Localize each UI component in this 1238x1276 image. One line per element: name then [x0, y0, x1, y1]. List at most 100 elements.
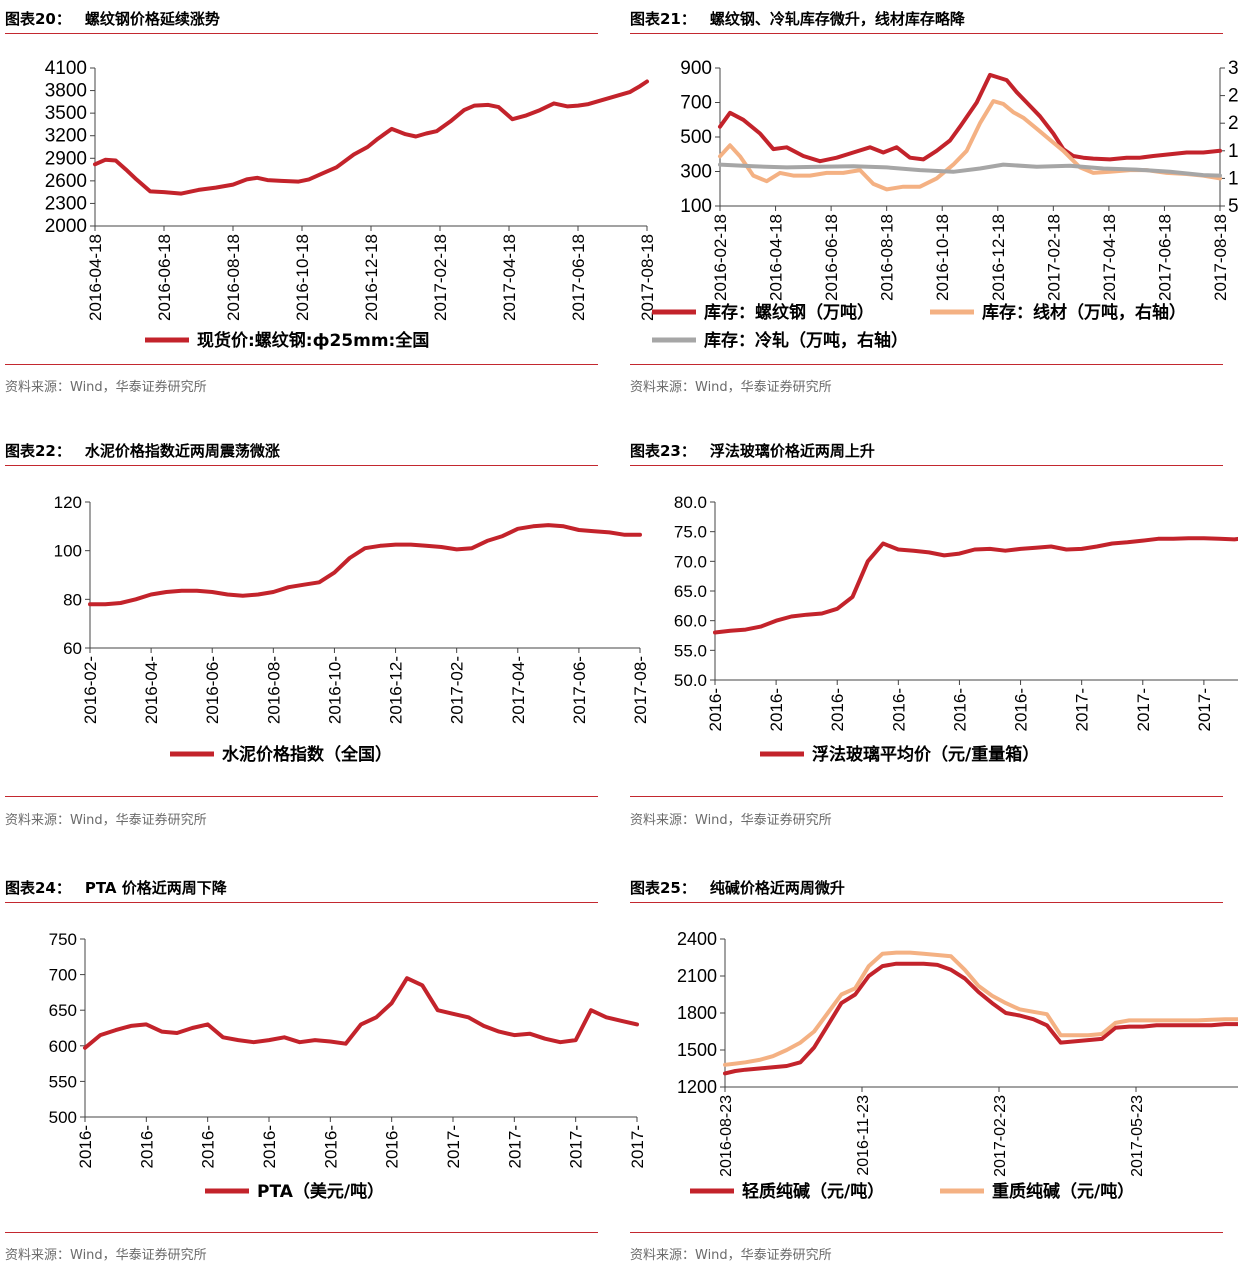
x-tick-label: 2017- — [1073, 688, 1092, 731]
y2-tick-label: 300 — [1228, 58, 1238, 79]
legend-label: 浮法玻璃平均价（元/重量箱） — [812, 744, 1039, 765]
x-tick-label: 2017-06-18 — [569, 234, 588, 321]
x-tick-label: 2017-04-18 — [1100, 214, 1119, 301]
y-tick-label: 75.0 — [674, 523, 707, 542]
y-tick-label: 750 — [49, 930, 77, 949]
series-line-0 — [713, 536, 1238, 635]
x-tick-label: 2016-12- — [387, 656, 406, 724]
x-tick-label: 2016-02-18 — [711, 214, 730, 301]
y-tick-label: 80 — [63, 590, 82, 609]
series-line-1 — [718, 99, 1222, 192]
chart-panel-24: 图表24： PTA 价格近两周下降 750 700 650 600 550 500 2016-… — [5, 877, 647, 1267]
y-tick-label: 500 — [49, 1108, 77, 1127]
source-note: 资料来源：Wind，华泰证券研究所 — [630, 1248, 832, 1263]
title-divider — [5, 902, 598, 903]
x-tick-label: 2017-04- — [509, 656, 528, 724]
x-tick-label: 2017-02-18 — [1044, 214, 1063, 301]
y-tick-label: 120 — [54, 493, 82, 512]
source-note: 资料来源：Wind，华泰证券研究所 — [5, 1248, 207, 1263]
source-divider — [630, 796, 1223, 797]
x-tick-label: 2016-06- — [203, 656, 222, 724]
x-tick-label: 2016-06-18 — [155, 234, 174, 321]
chart-title: 图表24： PTA 价格近两周下降 — [5, 879, 227, 897]
x-tick-label: 2016- — [321, 1125, 340, 1168]
source-note: 资料来源：Wind，华泰证券研究所 — [630, 813, 832, 828]
y-tick-label: 60.0 — [674, 612, 707, 631]
series-line-0 — [83, 976, 639, 1050]
x-tick-label: 2016- — [1012, 688, 1031, 731]
x-tick-label: 2016-12-18 — [362, 234, 381, 321]
x-tick-label: 2016-02- — [81, 656, 100, 724]
x-tick-label: 2017- — [505, 1125, 524, 1168]
chart-title: 图表23： 浮法玻璃价格近两周上升 — [630, 442, 875, 460]
y-tick-label: 2400 — [677, 929, 717, 949]
y-tick-label: 2600 — [45, 171, 87, 192]
legend-label: 库存：冷轧（万吨，右轴） — [704, 330, 908, 351]
legend-label: 现货价:螺纹钢:ф25mm:全国 — [197, 330, 429, 351]
x-tick-label: 2016- — [260, 1125, 279, 1168]
source-divider — [5, 796, 598, 797]
x-tick-label: 2017- — [628, 1125, 647, 1168]
x-tick-label: 2016-06-18 — [822, 214, 841, 301]
x-tick-label: 2017- — [567, 1125, 586, 1168]
x-tick-label: 2017-06-18 — [1155, 214, 1174, 301]
chart-panel-21: 图表21：螺纹钢、冷轧库存微升，线材库存略降 900 700 500 300 100 30… — [630, 8, 1238, 395]
x-tick-label: 2016- — [137, 1125, 156, 1168]
y-tick-label: 300 — [680, 162, 712, 183]
source-divider — [5, 364, 598, 365]
legend: PTA（美元/吨） — [205, 1181, 384, 1202]
x-tick-label: 2016-04-18 — [767, 214, 786, 301]
title-divider — [630, 902, 1223, 903]
y-tick-label: 3200 — [45, 126, 87, 147]
y-tick-label: 80.0 — [674, 493, 707, 512]
x-tick-label: 2016- — [383, 1125, 402, 1168]
x-tick-label: 2016-04- — [142, 656, 161, 724]
y-tick-label: 2300 — [45, 193, 87, 214]
y2-tick-label: 250 — [1228, 86, 1238, 107]
y-tick-label: 100 — [680, 196, 712, 217]
x-tick-label: 2017-02-23 — [992, 1095, 1009, 1177]
x-tick-label: 2016-12-18 — [989, 214, 1008, 301]
legend-label: 重质纯碱（元/吨） — [992, 1181, 1134, 1202]
chart-title: 图表20： 螺纹钢价格延续涨势 — [5, 10, 220, 28]
source-divider — [5, 1232, 598, 1233]
x-tick-label: 2016-10-18 — [933, 214, 952, 301]
x-tick-label: 2016-08-18 — [224, 234, 243, 321]
x-tick-label: 2016- — [767, 688, 786, 731]
x-tick-label: 2016-10-18 — [293, 234, 312, 321]
series-line-1 — [723, 950, 1238, 1067]
x-tick-label: 2017-02-18 — [431, 234, 450, 321]
series-line-0 — [718, 72, 1222, 164]
series-line-0 — [88, 523, 642, 607]
y-tick-label: 2000 — [45, 216, 87, 237]
source-note: 资料来源：Wind，华泰证券研究所 — [5, 380, 207, 395]
y-tick-label: 1200 — [677, 1077, 717, 1097]
x-tick-label: 2016- — [950, 688, 969, 731]
y-tick-label: 100 — [54, 542, 82, 561]
title-divider — [630, 465, 1223, 466]
chart-panel-22: 图表22： 水泥价格指数近两周震荡微涨 120 100 80 60 2016-02- 201… — [5, 440, 650, 828]
y-tick-label: 55.0 — [674, 641, 707, 660]
x-tick-label: 2017-08-18 — [1211, 214, 1230, 301]
x-tick-label: 2017- — [1134, 688, 1153, 731]
y-tick-label: 600 — [49, 1037, 77, 1056]
x-tick-label: 2016-04-18 — [86, 234, 105, 321]
y2-tick-label: 200 — [1228, 113, 1238, 134]
y-tick-label: 65.0 — [674, 582, 707, 601]
legend-label: 库存：螺纹钢（万吨） — [704, 302, 874, 323]
y2-tick-label: 100 — [1228, 168, 1238, 189]
x-tick-label: 2016-11-23 — [855, 1095, 872, 1176]
y2-tick-label: 150 — [1228, 141, 1238, 162]
x-tick-label: 2016-08-18 — [878, 214, 897, 301]
x-tick-label: 2017- — [1195, 688, 1214, 731]
legend: 库存：螺纹钢（万吨） 库存：线材（万吨，右轴） 库存：冷轧（万吨，右轴） — [652, 302, 1186, 351]
x-tick-label: 2017-05-23 — [1129, 1095, 1146, 1177]
chart-svg: 410038003500320029002600230020002016-04-… — [45, 58, 657, 351]
y-tick-label: 3800 — [45, 81, 87, 102]
source-divider — [630, 1232, 1223, 1233]
chart-title: 图表22： 水泥价格指数近两周震荡微涨 — [5, 442, 280, 460]
legend: 水泥价格指数（全国） — [170, 744, 392, 765]
legend-label: 库存：线材（万吨，右轴） — [982, 302, 1186, 323]
